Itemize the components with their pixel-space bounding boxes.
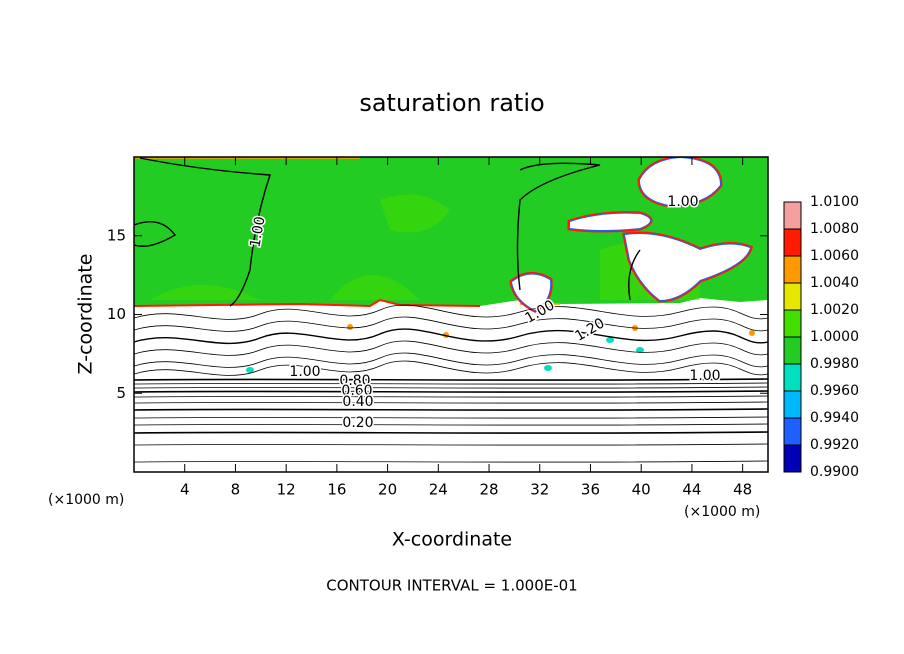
x-tick-label: 16 <box>327 481 346 499</box>
contour-line <box>134 431 768 434</box>
small-pocket <box>544 365 552 371</box>
footer-note: CONTOUR INTERVAL = 1.000E-01 <box>326 577 577 595</box>
colorbar-bin <box>784 310 801 337</box>
x-tick-label: 44 <box>682 481 701 499</box>
colorbar-frame <box>783 201 802 473</box>
contour-line <box>134 304 768 320</box>
contour-label: 0.40 <box>342 394 373 410</box>
x-tick-label: 40 <box>632 481 651 499</box>
y-tick-label: 10 <box>107 305 126 323</box>
colorbar-bin <box>784 364 801 391</box>
colorbar-label: 0.9920 <box>810 437 859 453</box>
y-tick-label: 5 <box>116 384 126 402</box>
colorbar-bin <box>784 337 801 364</box>
colorbar-label: 1.0000 <box>810 329 859 345</box>
contour-label: 0.60 <box>341 383 372 399</box>
small-pocket <box>606 337 614 343</box>
colorbar-label: 0.9900 <box>810 464 859 480</box>
x-tick-label: 4 <box>180 481 190 499</box>
colorbar-bin <box>784 283 801 310</box>
contour-line <box>134 328 768 345</box>
contour-label: 1.00 <box>289 364 320 380</box>
contour-line <box>134 378 768 381</box>
contour-line <box>134 360 768 376</box>
colorbar-label: 1.0060 <box>810 248 859 264</box>
colorbar-bin <box>784 256 801 283</box>
colorbar-bin <box>784 418 801 445</box>
contour-field: 1.001.001.001.201.000.800.600.400.201.00 <box>134 157 768 463</box>
x-tick-label: 24 <box>429 481 448 499</box>
contour-label: 1.00 <box>667 194 698 210</box>
colorbar-label: 1.0040 <box>810 275 859 291</box>
small-pocket <box>749 330 755 336</box>
y-axis-label: Z-coordinate <box>75 254 97 375</box>
contour-line <box>134 157 641 307</box>
x-axis-unit: (×1000 m) <box>684 504 760 520</box>
contour-label: 0.80 <box>339 373 370 389</box>
x-tick-label: 12 <box>277 481 296 499</box>
contour-line <box>134 316 768 332</box>
colorbar-label: 1.0020 <box>810 302 859 318</box>
contour-line <box>134 386 768 389</box>
x-tick-label: 20 <box>378 481 397 499</box>
chart-title: saturation ratio <box>359 89 544 117</box>
colorbar-bin <box>784 202 801 229</box>
contour-label: 0.20 <box>342 415 373 431</box>
contour-line <box>134 416 768 419</box>
x-tick-label: 36 <box>581 481 600 499</box>
colorbar-label: 1.0080 <box>810 221 859 237</box>
x-axis-label: X-coordinate <box>392 529 512 551</box>
colorbar-label: 0.9940 <box>810 410 859 426</box>
colorbar-label: 0.9960 <box>810 383 859 399</box>
subsaturated-pocket <box>512 274 551 310</box>
contour-line <box>134 382 768 385</box>
contour-line <box>134 352 768 368</box>
y-tick-label: 15 <box>107 226 126 244</box>
contour-line <box>134 408 768 411</box>
colorbar-label: 0.9980 <box>810 356 859 372</box>
colorbar-bin <box>784 445 801 472</box>
contour-line <box>134 423 768 426</box>
subsaturated-pocket <box>640 158 720 205</box>
x-tick-label: 8 <box>231 481 241 499</box>
contour-line <box>134 460 768 463</box>
x-tick-label: 48 <box>733 481 752 499</box>
x-tick-label: 32 <box>530 481 549 499</box>
x-tick-label: 28 <box>479 481 498 499</box>
contour-line <box>134 395 768 398</box>
colorbar-bin <box>784 229 801 256</box>
contour-label: 1.00 <box>689 368 720 384</box>
small-pocket <box>347 324 353 330</box>
contour-line <box>134 443 768 446</box>
small-pocket <box>636 347 644 353</box>
contour-line <box>134 401 768 404</box>
subsaturated-pocket <box>570 213 650 230</box>
colorbar-bin <box>784 391 801 418</box>
field: 1.001.001.001.201.000.800.600.400.201.00 <box>134 157 768 463</box>
subsaturated-pocket <box>625 234 750 300</box>
small-pocket <box>246 367 254 373</box>
contour-line <box>134 340 768 356</box>
colorbar-label: 1.0100 <box>810 194 859 210</box>
y-axis-unit: (×1000 m) <box>48 492 124 508</box>
contour-line <box>134 390 768 393</box>
